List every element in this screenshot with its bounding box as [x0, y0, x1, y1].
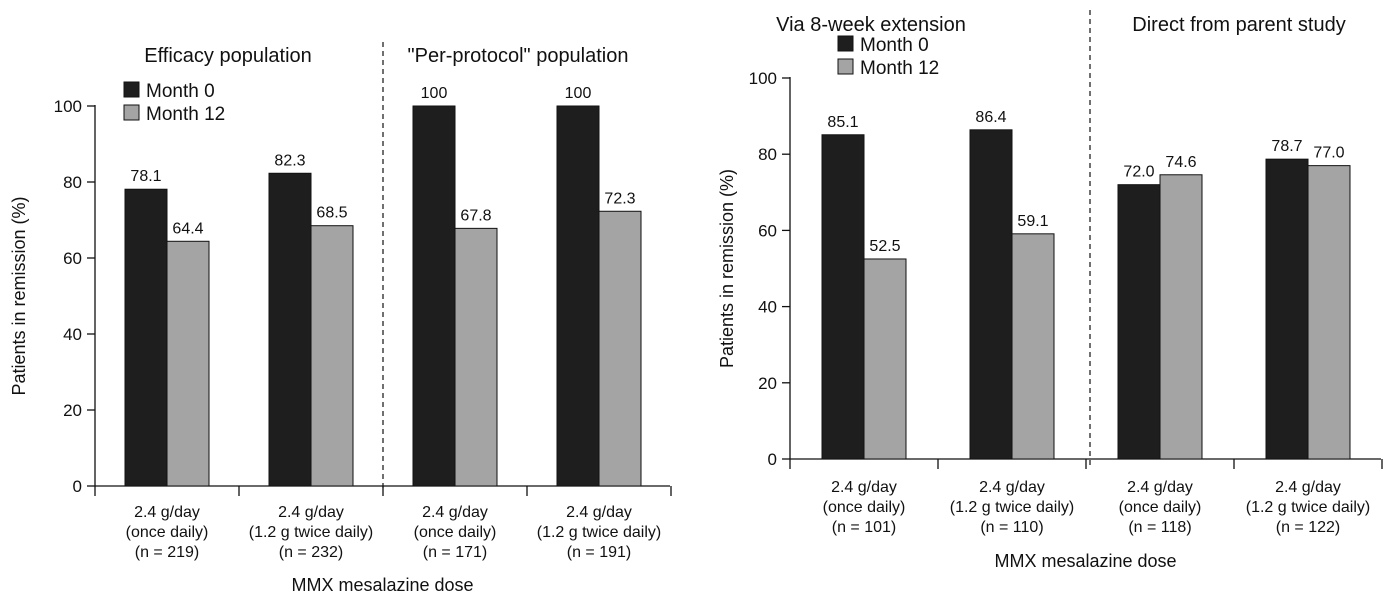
legend-label: Month 0: [146, 81, 215, 102]
data-label: 78.7: [1271, 138, 1302, 155]
x-axis-title: MMX mesalazine dose: [994, 551, 1176, 571]
category-label: (n = 110): [980, 519, 1043, 536]
category-label: (n = 101): [832, 519, 896, 536]
bar-month-12: [454, 227, 498, 487]
category-label: (once daily): [126, 524, 209, 541]
bar-month-0: [268, 172, 312, 487]
category-label: (n = 171): [423, 544, 487, 561]
bar-month-0: [556, 105, 600, 487]
category-label: (n = 191): [567, 544, 631, 561]
data-label: 86.4: [975, 109, 1006, 126]
bar-month-12: [1307, 165, 1351, 460]
bar-month-0: [969, 129, 1013, 460]
bar-month-0: [821, 134, 865, 460]
category-label: 2.4 g/day: [1127, 479, 1193, 496]
y-tick-label: 20: [63, 401, 82, 420]
bar-month-0: [412, 105, 456, 487]
y-tick-label: 40: [63, 325, 82, 344]
legend-label: Month 12: [860, 58, 939, 79]
category-label: 2.4 g/day: [979, 479, 1045, 496]
category-label: (once daily): [414, 524, 497, 541]
bar-month-12: [166, 240, 210, 487]
y-axis-title: Patients in remission (%): [9, 196, 29, 395]
category-label: (once daily): [1119, 499, 1202, 516]
left-chart-panel: 0 20 40 60 80 100 78.1 64.4 2.4 g/day (once daily…: [9, 42, 672, 595]
bar-month-12: [863, 258, 907, 460]
data-label: 59.1: [1017, 213, 1048, 230]
y-tick-label: 0: [768, 450, 777, 469]
y-tick-label: 80: [758, 145, 777, 164]
category-label: (1.2 g twice daily): [249, 524, 374, 541]
data-label: 74.6: [1165, 154, 1196, 171]
bar-month-12: [1011, 233, 1055, 460]
data-label: 72.3: [604, 190, 635, 207]
y-tick-label: 20: [758, 374, 777, 393]
data-label: 100: [421, 85, 448, 102]
data-label: 64.4: [172, 220, 203, 237]
x-axis-title: MMX mesalazine dose: [291, 575, 473, 595]
data-label: 67.8: [460, 207, 491, 224]
right-chart-panel: 0 20 40 60 80 100 85.1 52.5 2.4 g/day (once daily…: [717, 10, 1383, 571]
y-tick-label: 0: [73, 477, 82, 496]
bar-month-12: [310, 225, 354, 487]
bar-month-0: [1117, 184, 1161, 460]
legend-label: Month 0: [860, 35, 929, 56]
category-label: 2.4 g/day: [134, 504, 200, 521]
y-tick-label: 60: [758, 221, 777, 240]
category-label: (n = 118): [1128, 519, 1191, 536]
bar-month-0: [1265, 158, 1309, 460]
category-label: 2.4 g/day: [831, 479, 897, 496]
data-label: 52.5: [869, 238, 900, 255]
category-label: (n = 232): [279, 544, 343, 561]
data-label: 82.3: [274, 152, 305, 169]
legend-label: Month 12: [146, 104, 225, 125]
category-label: 2.4 g/day: [1275, 479, 1341, 496]
category-label: (1.2 g twice daily): [1246, 499, 1371, 516]
legend-swatch-month-0: [123, 81, 140, 98]
y-tick-label: 80: [63, 173, 82, 192]
data-label: 78.1: [130, 168, 161, 185]
data-label: 85.1: [827, 114, 858, 131]
legend-swatch-month-12: [123, 104, 140, 121]
section-title: Via 8-week extension: [776, 14, 966, 36]
legend-swatch-month-12: [837, 58, 854, 75]
category-label: (1.2 g twice daily): [950, 499, 1075, 516]
section-title: Efficacy population: [144, 45, 312, 67]
category-label: (once daily): [823, 499, 906, 516]
category-label: 2.4 g/day: [566, 504, 632, 521]
y-tick-label: 60: [63, 249, 82, 268]
category-label: (n = 122): [1276, 519, 1340, 536]
y-tick-label: 100: [749, 69, 777, 88]
section-title: "Per-protocol" population: [408, 45, 629, 67]
category-label: 2.4 g/day: [422, 504, 488, 521]
category-label: (n = 219): [135, 544, 199, 561]
y-axis-title: Patients in remission (%): [717, 169, 737, 368]
bar-month-12: [1159, 174, 1203, 460]
bar-month-12: [598, 210, 642, 487]
legend-swatch-month-0: [837, 35, 854, 52]
section-title: Direct from parent study: [1132, 14, 1345, 36]
data-label: 77.0: [1313, 145, 1344, 162]
data-label: 72.0: [1123, 164, 1154, 181]
y-tick-label: 40: [758, 298, 777, 317]
data-label: 100: [565, 85, 592, 102]
bar-month-0: [124, 188, 168, 487]
category-label: (1.2 g twice daily): [537, 524, 662, 541]
data-label: 68.5: [316, 205, 347, 222]
category-label: 2.4 g/day: [278, 504, 344, 521]
y-tick-label: 100: [54, 97, 82, 116]
